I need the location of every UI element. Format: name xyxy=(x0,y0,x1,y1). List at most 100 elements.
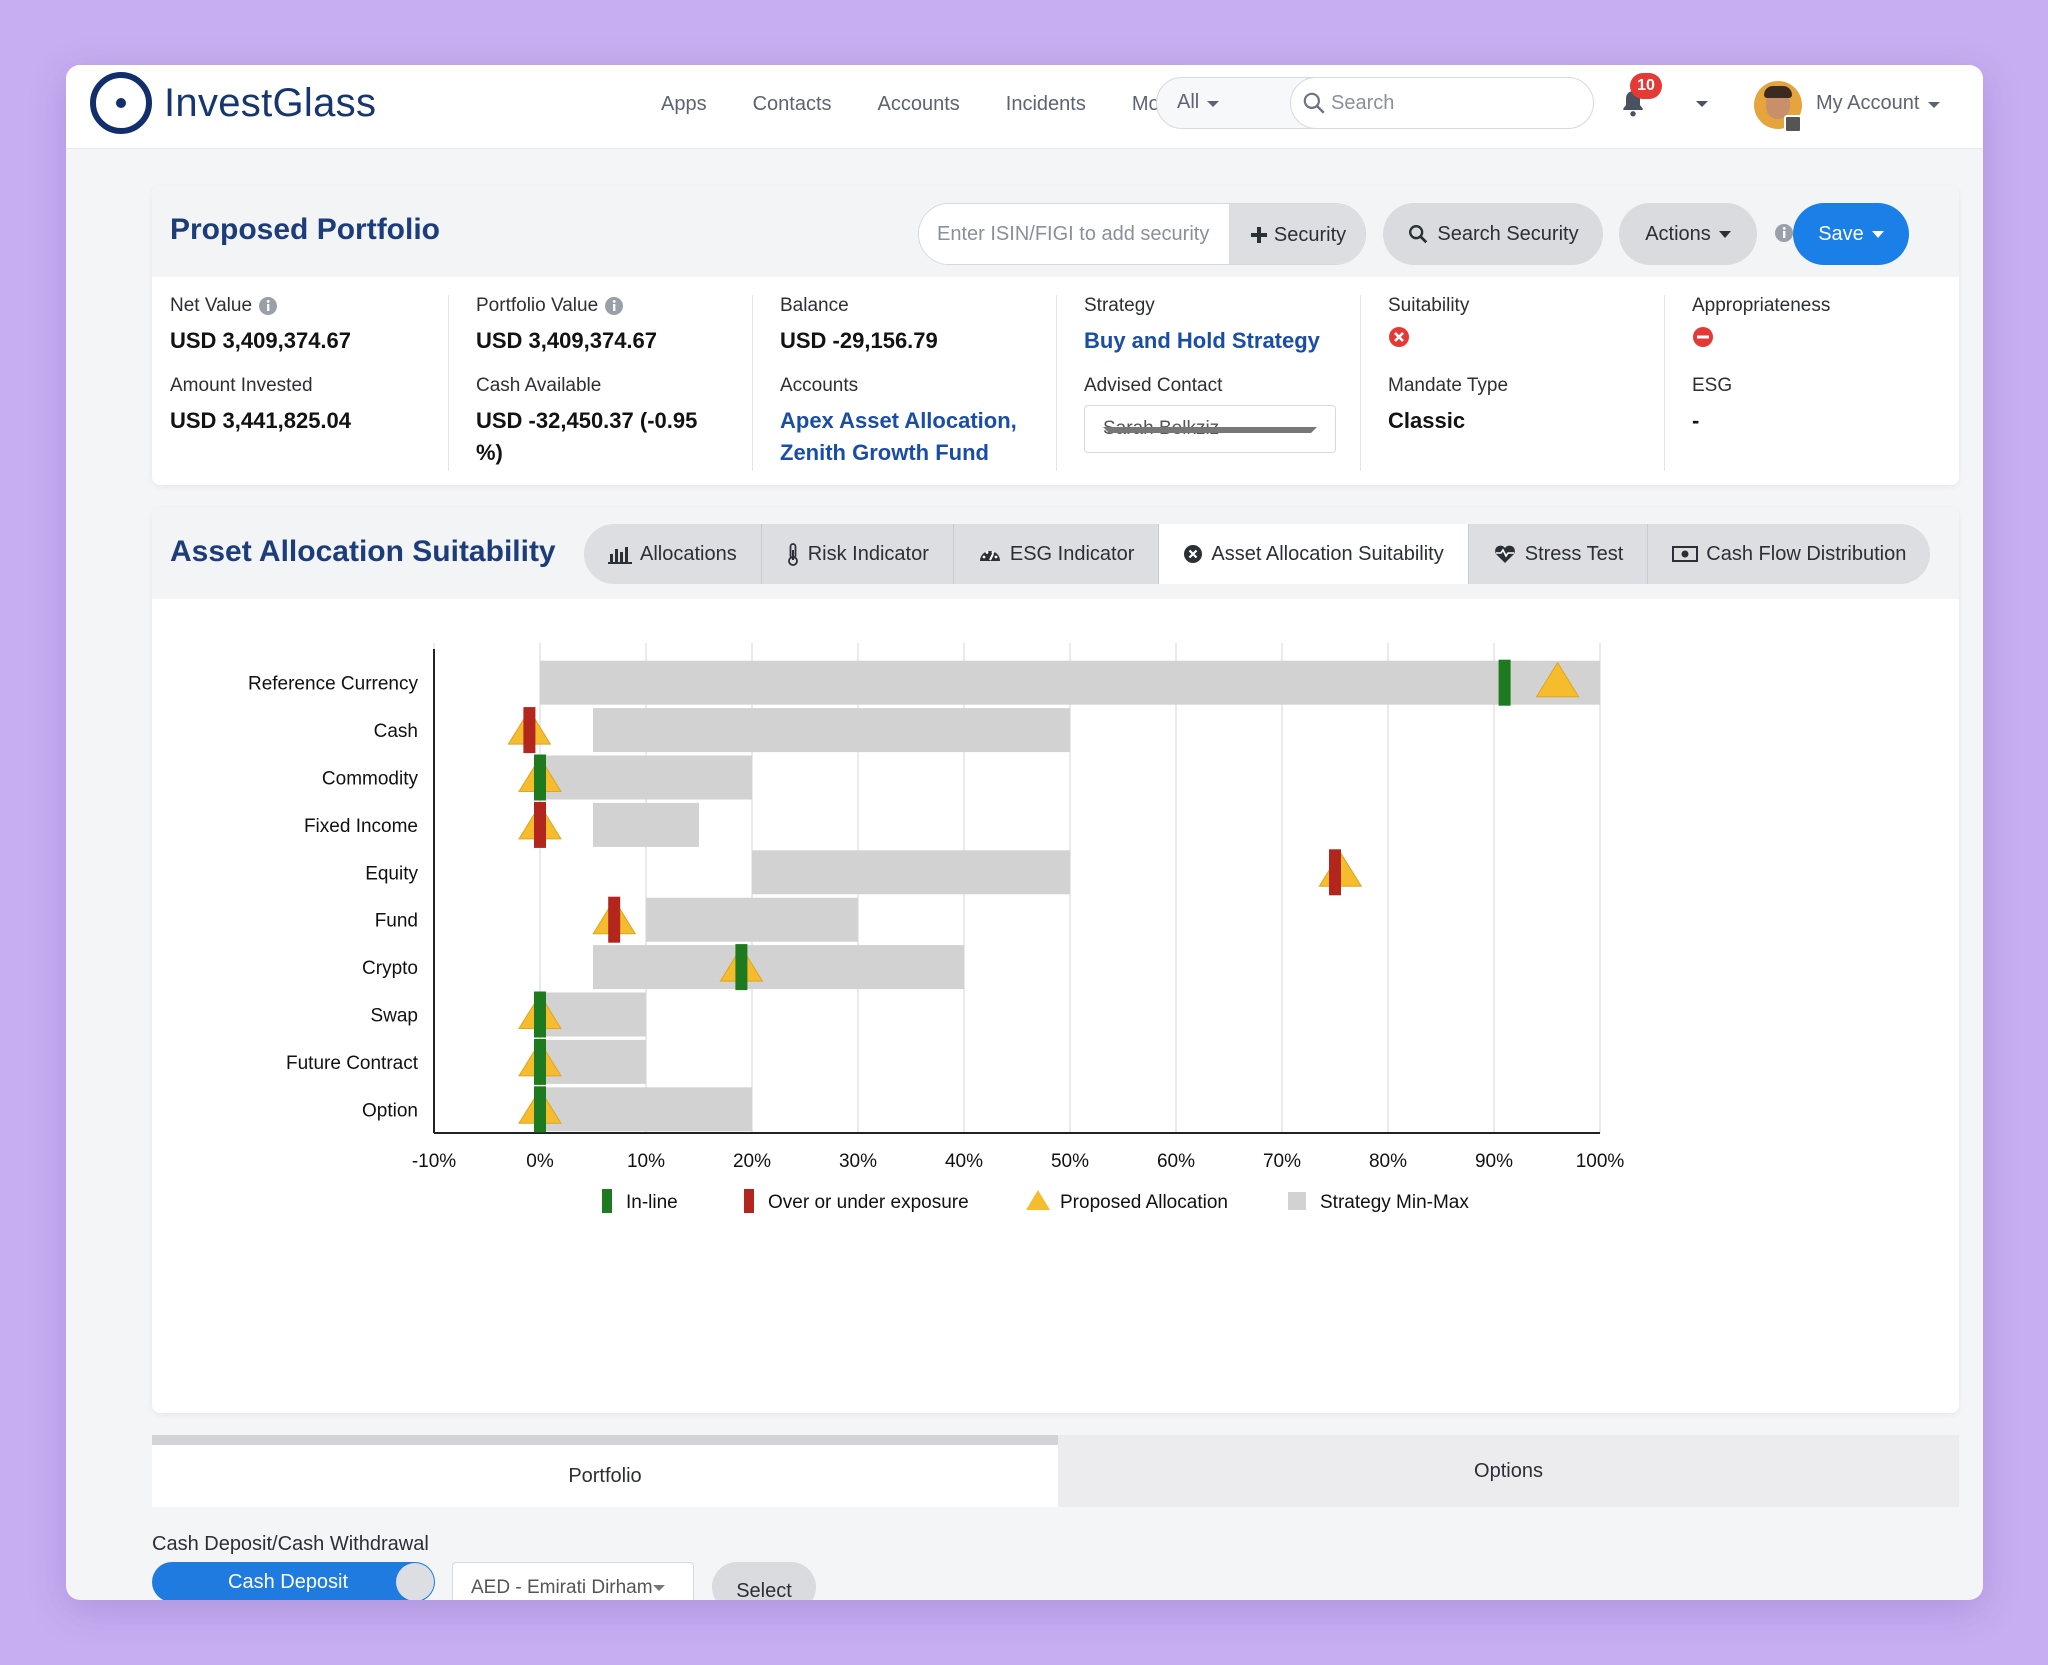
search-input[interactable] xyxy=(1331,88,1581,118)
tab-options[interactable]: Options xyxy=(1058,1435,1959,1507)
global-search[interactable] xyxy=(1290,77,1594,129)
nav-link-incidents[interactable]: Incidents xyxy=(1005,93,1086,115)
range-bar xyxy=(593,802,699,847)
status-marker xyxy=(608,896,621,943)
category-label: Fund xyxy=(375,911,418,932)
search-security-label: Search Security xyxy=(1437,222,1579,245)
amount-invested-metric: Amount Invested USD 3,441,825.04 xyxy=(170,375,351,437)
legend-label: Proposed Allocation xyxy=(1060,1192,1228,1213)
heartbeat-icon xyxy=(1494,545,1515,563)
nav-link-contacts[interactable]: Contacts xyxy=(752,93,832,115)
tick-label: 80% xyxy=(1369,1151,1407,1172)
divider xyxy=(448,295,449,471)
amount-invested-value: USD 3,441,825.04 xyxy=(170,408,352,433)
avatar[interactable] xyxy=(1754,81,1802,129)
suitability-metric: Suitability xyxy=(1388,295,1469,357)
info-icon[interactable] xyxy=(1774,223,1794,243)
add-security-label: Security xyxy=(1273,223,1347,246)
status-marker xyxy=(534,801,546,848)
divider xyxy=(1664,295,1665,471)
esg-label: ESG xyxy=(1692,375,1733,396)
status-marker xyxy=(735,944,748,991)
search-security-button[interactable]: Search Security xyxy=(1383,203,1603,265)
suitability-status xyxy=(1388,325,1469,357)
mandate-type-label: Mandate Type xyxy=(1388,375,1509,396)
tick-label: 50% xyxy=(1051,1151,1089,1172)
currency-select[interactable]: AED - Emirati Dirham xyxy=(452,1562,694,1600)
mandate-type-metric: Mandate Type Classic xyxy=(1388,375,1508,437)
advised-contact-select[interactable]: Sarah Belkziz xyxy=(1084,405,1336,453)
accounts-label: Accounts xyxy=(780,375,859,396)
bottom-tabs: Portfolio Options xyxy=(152,1435,1959,1507)
save-label: Save xyxy=(1818,222,1864,245)
minus-circle-icon xyxy=(1693,327,1713,347)
tab-cash-flow-distribution[interactable]: Cash Flow Distribution xyxy=(1648,524,1930,584)
category-label: Equity xyxy=(365,863,418,884)
brand-logo[interactable]: InvestGlass xyxy=(90,70,376,136)
status-marker xyxy=(534,991,546,1038)
strategy-link[interactable]: Buy and Hold Strategy xyxy=(1084,328,1320,353)
tab-allocations[interactable]: Allocations xyxy=(584,524,762,584)
money-bill-icon xyxy=(1672,546,1699,562)
legend-swatch xyxy=(1026,1190,1050,1210)
portfolio-value-label: Portfolio Value xyxy=(476,295,599,316)
legend-swatch xyxy=(744,1189,754,1213)
legend-label: Strategy Min-Max xyxy=(1320,1192,1469,1213)
tab-asset-allocation-suitability-label: Asset Allocation Suitability xyxy=(1211,542,1444,565)
tab-allocations-label: Allocations xyxy=(640,542,737,565)
panel-header: Proposed Portfolio Security Search Secur… xyxy=(152,185,1959,277)
chart-tabs: Allocations Risk Indicator ESG Indicator… xyxy=(584,524,1931,584)
building-icon xyxy=(1784,115,1802,133)
tab-asset-allocation-suitability[interactable]: Asset Allocation Suitability xyxy=(1159,524,1469,584)
account-link-zenith[interactable]: Zenith Growth Fund xyxy=(780,440,989,465)
toggle-knob[interactable] xyxy=(396,1563,434,1600)
info-icon[interactable] xyxy=(258,296,278,316)
tab-risk-indicator-label: Risk Indicator xyxy=(807,542,929,565)
net-value-label: Net Value xyxy=(170,295,253,316)
tab-risk-indicator[interactable]: Risk Indicator xyxy=(762,524,954,584)
category-label: Option xyxy=(362,1100,418,1121)
tick-label: -10% xyxy=(412,1151,456,1172)
notifications-dropdown-icon[interactable] xyxy=(1696,101,1708,107)
status-marker xyxy=(523,707,536,754)
range-bar xyxy=(540,660,1600,705)
cash-deposit-label: Cash Deposit xyxy=(228,1571,349,1593)
account-link-apex[interactable]: Apex Asset Allocation, xyxy=(780,408,1017,433)
close-circle-icon xyxy=(1184,545,1203,563)
search-scope-value: All xyxy=(1177,91,1200,113)
tab-stress-test[interactable]: Stress Test xyxy=(1469,524,1649,584)
notification-badge: 10 xyxy=(1630,73,1662,99)
search-icon xyxy=(1409,225,1428,244)
category-label: Crypto xyxy=(362,958,418,979)
actions-dropdown[interactable]: Actions xyxy=(1619,203,1757,265)
add-security-button[interactable]: Security xyxy=(1229,204,1365,264)
error-icon xyxy=(1389,327,1409,347)
portfolio-value-metric: Portfolio Value USD 3,409,374.67 xyxy=(476,295,657,357)
strategy-metric: Strategy Buy and Hold Strategy xyxy=(1084,295,1320,357)
bar-chart-icon xyxy=(608,547,632,564)
cash-deposit-toggle[interactable]: Cash Deposit xyxy=(152,1562,435,1600)
chevron-down-icon xyxy=(1718,230,1731,238)
save-button[interactable]: Save xyxy=(1793,203,1909,265)
divider xyxy=(1056,295,1057,471)
app-window: InvestGlass Apps Contacts Accounts Incid… xyxy=(66,65,1983,1600)
range-bar xyxy=(752,850,1070,895)
tab-esg-indicator[interactable]: ESG Indicator xyxy=(954,524,1160,584)
cash-available-metric: Cash Available USD -32,450.37 (-0.95 %) xyxy=(476,375,697,469)
info-icon[interactable] xyxy=(604,296,624,316)
net-value: USD 3,409,374.67 xyxy=(170,328,352,353)
cash-available-line2: %) xyxy=(476,440,503,465)
divider xyxy=(752,295,753,471)
select-button[interactable]: Select xyxy=(712,1562,816,1600)
nav-link-apps[interactable]: Apps xyxy=(661,93,707,115)
isin-input[interactable] xyxy=(919,204,1229,264)
tick-label: 90% xyxy=(1475,1151,1513,1172)
appropriateness-status xyxy=(1692,325,1830,357)
balance-value: USD -29,156.79 xyxy=(780,328,938,353)
tab-portfolio[interactable]: Portfolio xyxy=(152,1435,1058,1507)
suitability-chart: Reference Currency Cash Commodity Fixed Inc… xyxy=(152,599,1959,1413)
nav-link-accounts[interactable]: Accounts xyxy=(877,93,960,115)
tab-stress-test-label: Stress Test xyxy=(1524,542,1624,565)
chevron-down-icon xyxy=(653,1585,665,1591)
my-account-menu[interactable]: My Account xyxy=(1816,92,1920,114)
